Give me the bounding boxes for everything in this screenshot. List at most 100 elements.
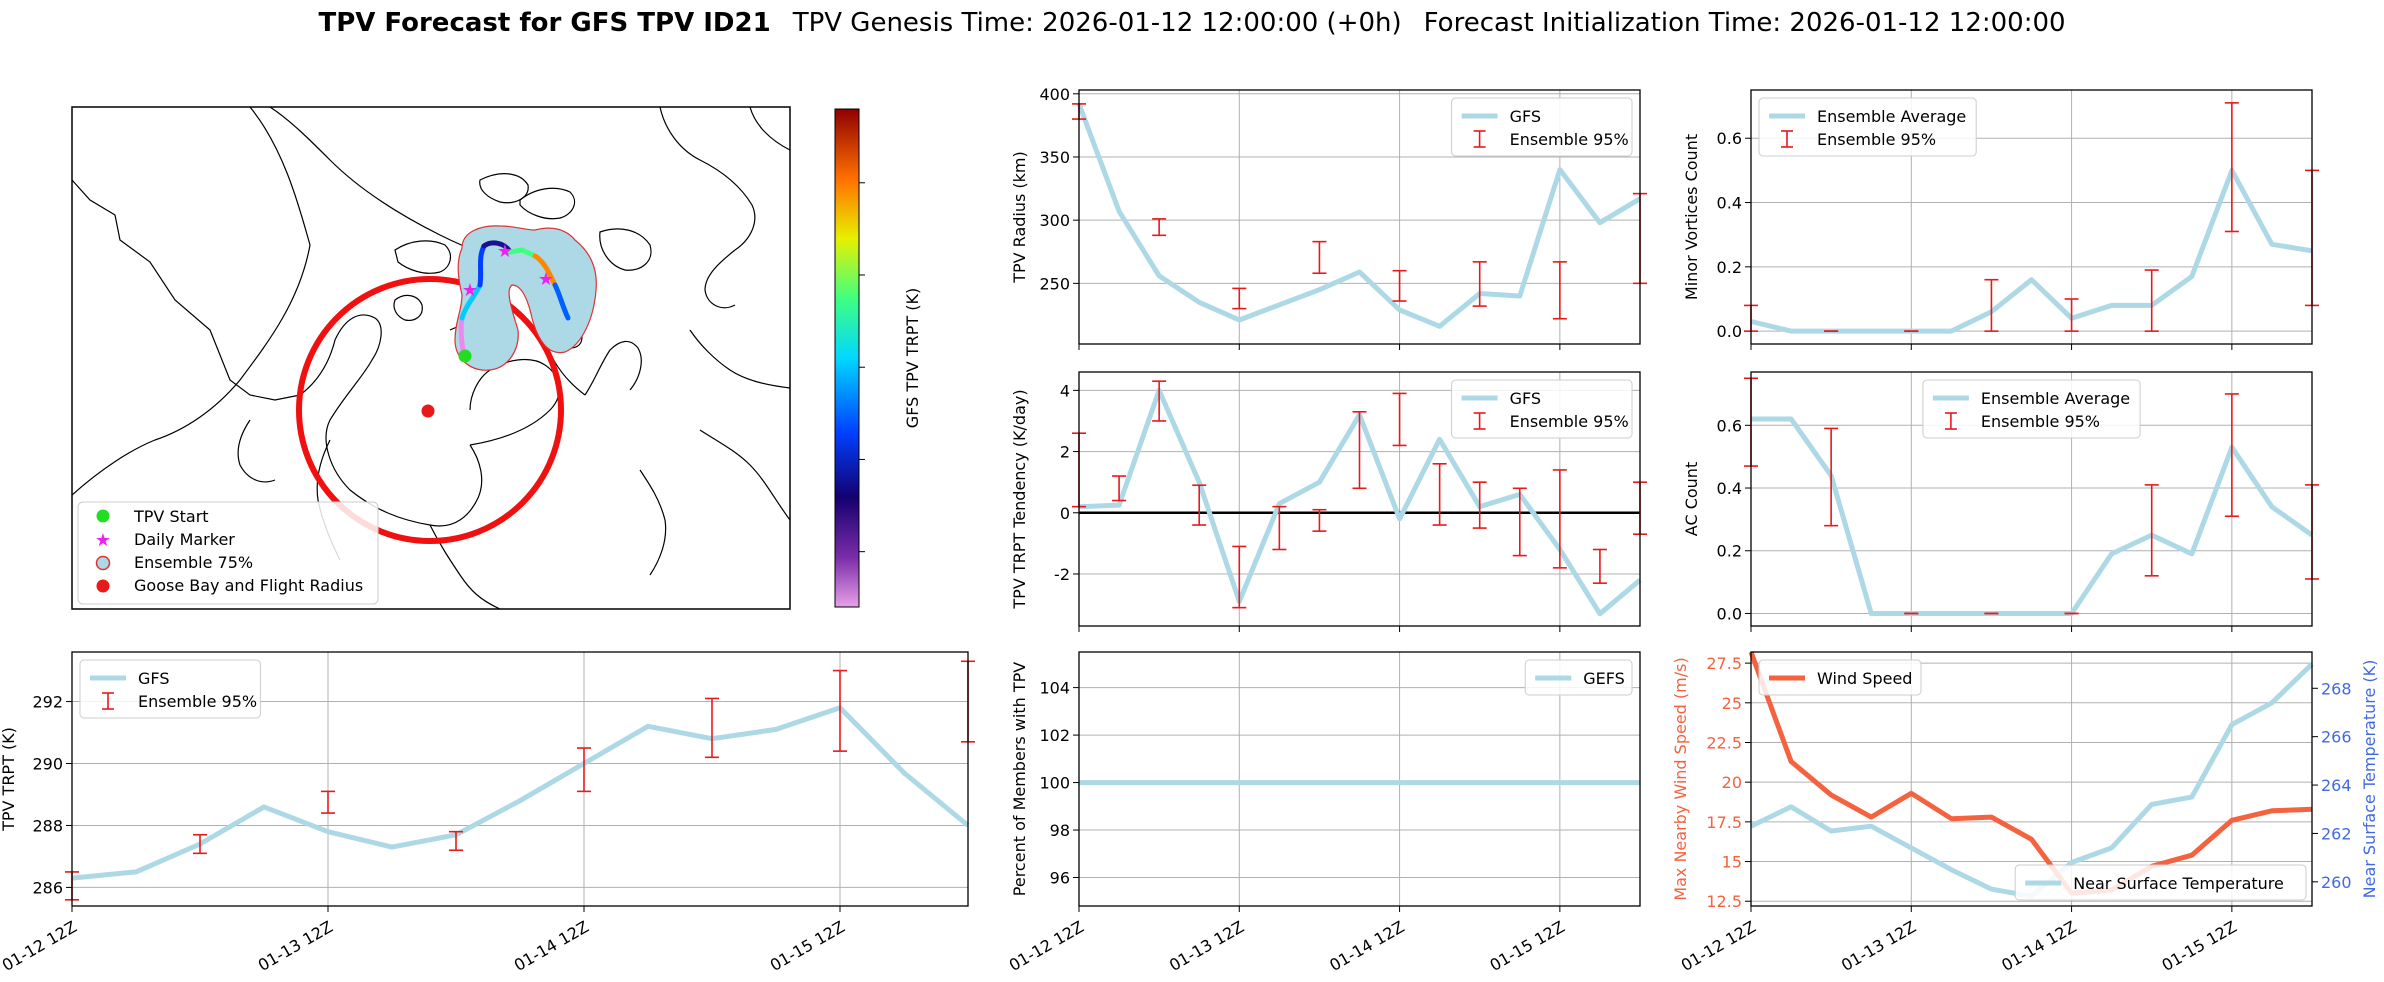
x-tick-label: 01-13 12Z (1838, 917, 1919, 975)
errorbar (1984, 278, 1999, 332)
legend-label: Ensemble 95% (1981, 412, 2100, 431)
wind-temp-chart: 12.5 15 17.5 20 22.5 25 27.5 260 262 264 266 268 01-… (1671, 651, 2379, 975)
x-tick-label: 01-14 12Z (1998, 917, 2079, 975)
daily-marker: ★ (462, 280, 478, 301)
y-tick-label: 0.2 (1717, 258, 1742, 277)
y-tick-label: 288 (32, 816, 63, 835)
legend-label: GFS (1510, 107, 1541, 126)
y-tick-label: 292 (32, 693, 63, 712)
map-legend-label: Daily Marker (134, 530, 235, 549)
errorbar (1152, 380, 1167, 422)
errorbar (1232, 545, 1247, 609)
y-axis-label: TPV TRPT (K) (0, 727, 18, 832)
errorbar (2224, 102, 2239, 233)
title-genesis: TPV Genesis Time: 2026-01-12 12:00:00 (+… (792, 8, 1402, 38)
errorbar (1472, 261, 1487, 307)
x-tick-label: 01-15 12Z (2159, 917, 2240, 975)
errorbar (1592, 548, 1607, 584)
y-tick-label: 0 (1060, 504, 1070, 523)
y-tick-label: 0.4 (1717, 194, 1742, 213)
map-legend-label: Goose Bay and Flight Radius (134, 576, 363, 595)
x-tick-label: 01-13 12Z (1166, 917, 1247, 975)
y-tick-label: 350 (1039, 148, 1070, 167)
legend-label: Wind Speed (1817, 669, 1912, 688)
legend: GFS Ensemble 95% (79, 659, 261, 719)
map-panel: ★ ★ ★ ★ TPV Start Daily Marker Ensemble … (71, 106, 791, 610)
legend: Near Surface Temperature (2014, 864, 2307, 901)
errorbar (2144, 484, 2159, 577)
legend-box (2014, 864, 2307, 901)
map-legend-label: TPV Start (133, 507, 209, 526)
y-tick-label: 25 (1722, 694, 1742, 713)
legend: Ensemble Average Ensemble 95% (1758, 97, 1977, 157)
y-axis-label: AC Count (1682, 462, 1701, 536)
legend-label: Ensemble 95% (1510, 412, 1629, 431)
title-bold: TPV Forecast for GFS TPV ID21 (318, 8, 770, 38)
map-legend: ★ TPV Start Daily Marker Ensemble 75% Go… (77, 501, 379, 605)
plot-frame (1750, 371, 2313, 627)
legend-label: Ensemble 95% (138, 692, 257, 711)
y-tick-label: 96 (1050, 869, 1070, 888)
y-tick-label: 104 (1039, 679, 1070, 698)
x-tick-label: 01-14 12Z (511, 917, 592, 975)
y2-tick-label: 260 (2321, 873, 2352, 892)
legend-label: Ensemble Average (1817, 107, 1966, 126)
errorbar (2064, 298, 2079, 332)
plot-frame (1750, 651, 2313, 907)
goose-bay-marker (421, 404, 435, 418)
y-axis-label: TPV Radius (km) (1010, 151, 1029, 284)
map-legend-label: Ensemble 75% (134, 553, 253, 572)
y-tick-label: 0.4 (1717, 479, 1742, 498)
errorbar (2144, 269, 2159, 332)
legend-label: GEFS (1583, 669, 1625, 688)
y-tick-label: 250 (1039, 274, 1070, 293)
errorbar (1312, 508, 1327, 532)
legend: Wind Speed (1758, 659, 1922, 696)
errorbar (1112, 475, 1127, 502)
legend-label: GFS (138, 669, 169, 688)
y2-axis-label: Near Surface Temperature (K) (2360, 660, 2379, 899)
flight-radius-circle (296, 276, 564, 544)
y-tick-label: 27.5 (1706, 654, 1742, 673)
ensemble-75-envelope (454, 225, 597, 371)
errorbar (1512, 487, 1527, 557)
minor-vortices-chart: 0.0 0.2 0.4 0.6 Minor Vortices Count Ensemble… (1682, 89, 2319, 350)
x-tick-label: 01-13 12Z (255, 917, 336, 975)
x-tick-label: 01-15 12Z (767, 917, 848, 975)
legend-box (79, 659, 261, 719)
y-axis-label: TPV TRPT Tendency (K/day) (1010, 389, 1029, 609)
x-tick-label: 01-15 12Z (1487, 917, 1568, 975)
legend-box (1758, 97, 1977, 157)
y-tick-label: 100 (1039, 774, 1070, 793)
plot-frame (1750, 89, 2313, 345)
y-tick-label: 0.6 (1717, 129, 1742, 148)
errorbar (1152, 218, 1167, 237)
legend-box (1758, 659, 1922, 696)
errorbar (1552, 261, 1567, 320)
legend-box (1451, 97, 1633, 157)
y-tick-label: 0.0 (1717, 604, 1742, 623)
errorbar (833, 669, 847, 752)
y-tick-label: 20 (1722, 773, 1742, 792)
x-tick-label: 01-12 12Z (0, 917, 80, 975)
tpv-start-marker (458, 349, 472, 363)
tendency-chart: -2 0 2 4 TPV TRPT Tendency (K/day) GFS Ensembl… (1010, 371, 1647, 632)
legend-box (1922, 379, 2141, 439)
x-tick-label: 01-12 12Z (1006, 917, 1087, 975)
y-tick-label: 2 (1060, 443, 1070, 462)
y2-tick-label: 264 (2321, 776, 2352, 795)
trpt-chart: 286 288 290 292 01-12 12Z 01-13 12Z 01-14 12Z 0… (0, 651, 975, 975)
errorbar (193, 833, 207, 855)
figure-title: TPV Forecast for GFS TPV ID21 TPV Genesis… (318, 8, 2065, 38)
x-tick-label: 01-12 12Z (1678, 917, 1759, 975)
y-tick-label: 0.6 (1717, 416, 1742, 435)
y-tick-label: 15 (1722, 853, 1742, 872)
y2-tick-label: 266 (2321, 728, 2352, 747)
legend-label: Near Surface Temperature (2073, 874, 2284, 893)
legend: Ensemble Average Ensemble 95% (1922, 379, 2141, 439)
legend: GFS Ensemble 95% (1451, 97, 1633, 157)
errorbar (577, 747, 591, 793)
percent-chart: 96 98 100 102 104 01-12 12Z 01-13 12Z 01-14 12Z… (1006, 651, 1641, 975)
